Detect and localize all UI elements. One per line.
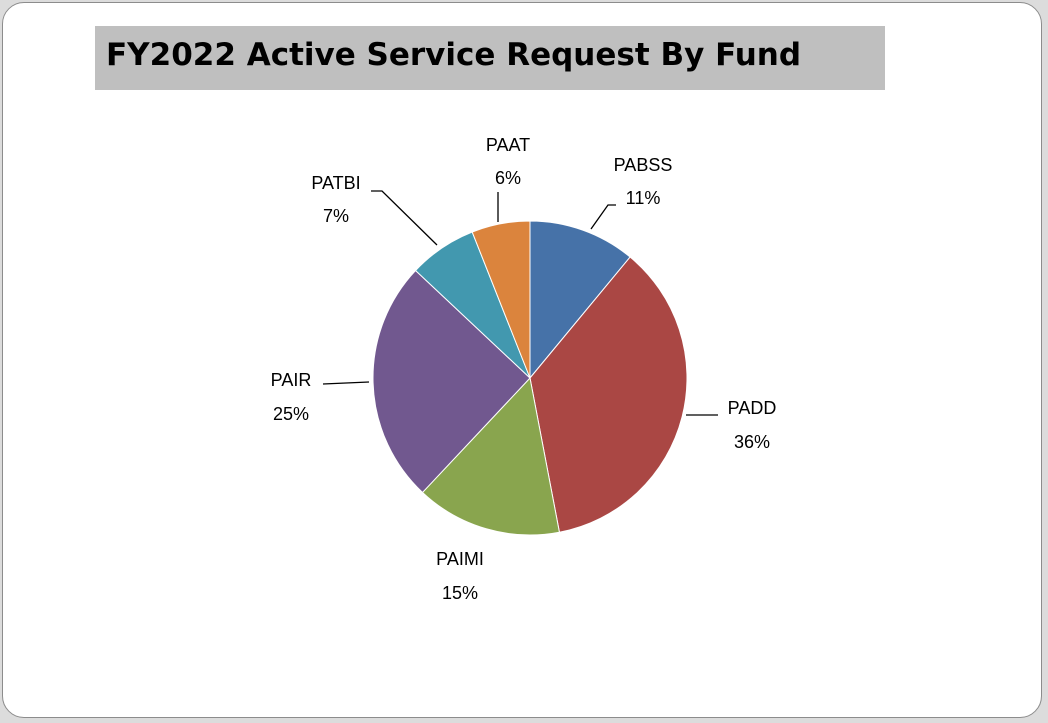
pie-slice-padd (529, 256, 688, 533)
slice-percent-padd: 36% (734, 432, 770, 452)
pie-slice-paimi (421, 376, 561, 536)
slice-label-pabss: PABSS (614, 155, 673, 175)
slice-percent-paimi: 15% (442, 583, 478, 603)
slice-label-paat: PAAT (486, 135, 530, 155)
slice-label-pair: PAIR (271, 370, 312, 390)
slice-percent-pabss: 11% (626, 188, 661, 208)
pie-slice-paat (471, 220, 531, 379)
pie-slice-pabss (529, 220, 631, 380)
chart-title-box: FY2022 Active Service Request By Fund (95, 26, 885, 90)
leader-line-pair (322, 381, 370, 385)
slice-label-paimi: PAIMI (436, 549, 484, 569)
slice-percent-pair: 25% (273, 404, 309, 424)
slice-percent-paat: 6% (495, 168, 521, 188)
pie-slice-pair (372, 269, 531, 494)
chart-title: FY2022 Active Service Request By Fund (106, 37, 802, 73)
slice-label-padd: PADD (728, 398, 777, 418)
leader-line-patbi (371, 190, 438, 246)
slice-percent-patbi: 7% (323, 206, 349, 226)
slice-label-patbi: PATBI (311, 173, 360, 193)
leader-line-pabss (590, 204, 616, 230)
